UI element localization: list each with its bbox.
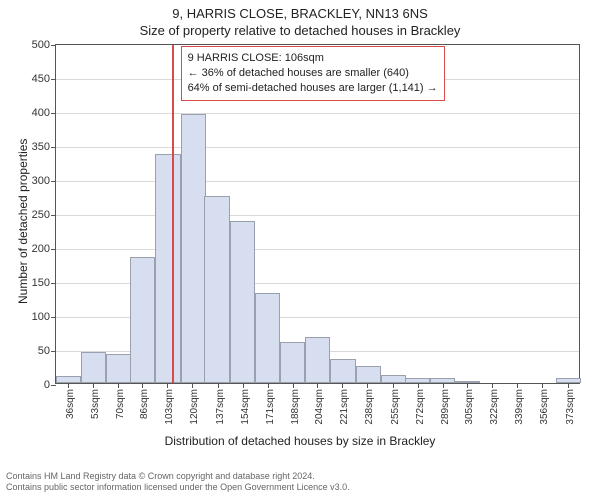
x-tick-mark bbox=[317, 383, 318, 388]
y-tick-label: 200 bbox=[32, 243, 56, 255]
annotation-line: 64% of semi-detached houses are larger (… bbox=[188, 81, 438, 96]
x-tick-mark bbox=[568, 383, 569, 388]
x-tick-label: 137sqm bbox=[215, 389, 226, 425]
y-tick-label: 500 bbox=[32, 39, 56, 51]
annotation-line: 9 HARRIS CLOSE: 106sqm bbox=[188, 51, 438, 66]
x-tick-label: 272sqm bbox=[415, 389, 426, 425]
x-tick-label: 53sqm bbox=[90, 389, 101, 419]
histogram-bar bbox=[155, 154, 180, 383]
histogram-bar bbox=[455, 381, 480, 383]
x-tick-label: 188sqm bbox=[290, 389, 301, 425]
x-tick-mark bbox=[367, 383, 368, 388]
x-tick-label: 238sqm bbox=[364, 389, 375, 425]
histogram-chart: 05010015020025030035040045050036sqm53sqm… bbox=[55, 44, 580, 384]
x-tick-label: 103sqm bbox=[164, 389, 175, 425]
x-tick-label: 305sqm bbox=[464, 389, 475, 425]
x-tick-label: 36sqm bbox=[65, 389, 76, 419]
attribution-footer: Contains HM Land Registry data © Crown c… bbox=[0, 467, 600, 500]
x-tick-label: 204sqm bbox=[314, 389, 325, 425]
histogram-bar bbox=[405, 378, 430, 383]
grid-line bbox=[56, 113, 579, 114]
x-tick-mark bbox=[342, 383, 343, 388]
x-tick-label: 339sqm bbox=[514, 389, 525, 425]
x-tick-mark bbox=[167, 383, 168, 388]
page-title-line2: Size of property relative to detached ho… bbox=[0, 21, 600, 38]
x-tick-label: 171sqm bbox=[265, 389, 276, 425]
grid-line bbox=[56, 249, 579, 250]
x-tick-mark bbox=[218, 383, 219, 388]
grid-line bbox=[56, 181, 579, 182]
annotation-box: 9 HARRIS CLOSE: 106sqm← 36% of detached … bbox=[181, 46, 445, 101]
x-tick-label: 289sqm bbox=[440, 389, 451, 425]
histogram-bar bbox=[230, 221, 255, 383]
histogram-bar bbox=[181, 114, 206, 383]
x-tick-mark bbox=[492, 383, 493, 388]
x-tick-label: 154sqm bbox=[240, 389, 251, 425]
histogram-bar bbox=[356, 366, 381, 383]
x-tick-mark bbox=[293, 383, 294, 388]
y-tick-label: 50 bbox=[38, 345, 56, 357]
x-tick-label: 373sqm bbox=[565, 389, 576, 425]
histogram-bar bbox=[330, 359, 355, 383]
x-tick-label: 120sqm bbox=[189, 389, 200, 425]
x-tick-label: 70sqm bbox=[115, 389, 126, 419]
footer-line-2: Contains public sector information licen… bbox=[6, 482, 594, 494]
y-tick-label: 400 bbox=[32, 107, 56, 119]
histogram-bar bbox=[106, 354, 131, 383]
grid-line bbox=[56, 215, 579, 216]
histogram-bar bbox=[255, 293, 280, 383]
y-tick-label: 100 bbox=[32, 311, 56, 323]
x-tick-mark bbox=[93, 383, 94, 388]
x-tick-mark bbox=[393, 383, 394, 388]
histogram-bar bbox=[56, 376, 81, 383]
x-tick-mark bbox=[118, 383, 119, 388]
x-tick-label: 322sqm bbox=[489, 389, 500, 425]
y-tick-label: 450 bbox=[32, 73, 56, 85]
annotation-line: ← 36% of detached houses are smaller (64… bbox=[188, 66, 438, 81]
y-tick-label: 250 bbox=[32, 209, 56, 221]
x-axis-label: Distribution of detached houses by size … bbox=[0, 434, 600, 448]
property-marker-line bbox=[172, 45, 174, 383]
x-tick-mark bbox=[467, 383, 468, 388]
x-tick-label: 255sqm bbox=[390, 389, 401, 425]
y-tick-label: 150 bbox=[32, 277, 56, 289]
histogram-bar bbox=[430, 378, 455, 383]
x-tick-mark bbox=[418, 383, 419, 388]
grid-line bbox=[56, 147, 579, 148]
y-axis-label: Number of detached properties bbox=[16, 139, 30, 304]
x-tick-mark bbox=[142, 383, 143, 388]
y-tick-label: 350 bbox=[32, 141, 56, 153]
x-tick-mark bbox=[542, 383, 543, 388]
page-title-line1: 9, HARRIS CLOSE, BRACKLEY, NN13 6NS bbox=[0, 0, 600, 21]
histogram-bar bbox=[280, 342, 305, 383]
x-tick-mark bbox=[443, 383, 444, 388]
histogram-bar bbox=[381, 375, 406, 383]
y-tick-label: 0 bbox=[44, 379, 56, 391]
histogram-bar bbox=[204, 196, 229, 383]
histogram-bar bbox=[556, 378, 581, 383]
x-tick-mark bbox=[192, 383, 193, 388]
x-tick-mark bbox=[268, 383, 269, 388]
histogram-bar bbox=[305, 337, 330, 383]
x-tick-label: 86sqm bbox=[139, 389, 150, 419]
x-tick-label: 221sqm bbox=[339, 389, 350, 425]
x-tick-mark bbox=[243, 383, 244, 388]
histogram-bar bbox=[81, 352, 106, 383]
x-tick-mark bbox=[517, 383, 518, 388]
x-tick-label: 356sqm bbox=[539, 389, 550, 425]
x-tick-mark bbox=[68, 383, 69, 388]
y-tick-label: 300 bbox=[32, 175, 56, 187]
footer-line-1: Contains HM Land Registry data © Crown c… bbox=[6, 471, 594, 483]
histogram-bar bbox=[130, 257, 155, 383]
